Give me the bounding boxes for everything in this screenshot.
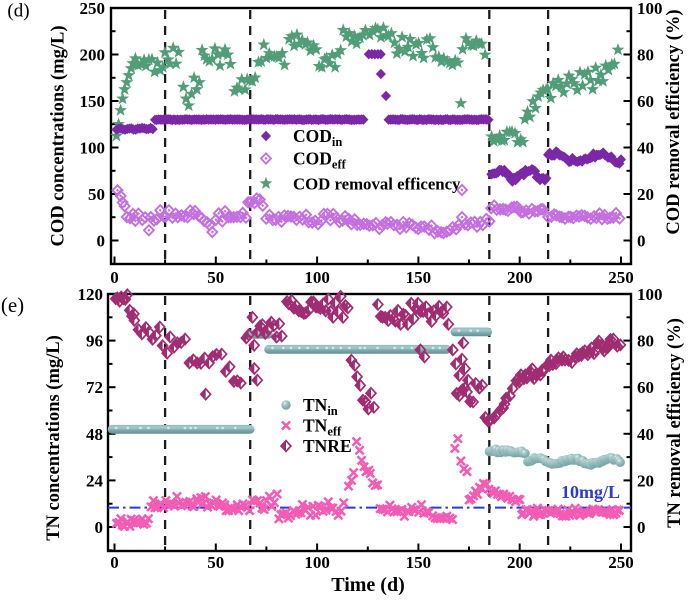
svg-text:(e): (e) bbox=[1, 293, 24, 317]
svg-text:200: 200 bbox=[80, 46, 106, 65]
svg-text:0: 0 bbox=[637, 232, 646, 251]
svg-text:250: 250 bbox=[608, 553, 634, 572]
svg-text:48: 48 bbox=[86, 425, 103, 444]
svg-text:150: 150 bbox=[80, 92, 106, 111]
svg-text:100: 100 bbox=[304, 268, 330, 287]
svg-text:TN concentrations (mg/L): TN concentrations (mg/L) bbox=[44, 335, 64, 541]
svg-text:0: 0 bbox=[637, 518, 646, 537]
svg-text:100: 100 bbox=[637, 0, 663, 18]
svg-text:50: 50 bbox=[88, 185, 105, 204]
svg-text:0: 0 bbox=[95, 518, 104, 537]
svg-text:CODin: CODin bbox=[293, 126, 342, 149]
svg-text:COD removal efficency: COD removal efficency bbox=[293, 175, 461, 194]
svg-text:250: 250 bbox=[80, 0, 106, 18]
svg-text:COD concentrations (mg/L): COD concentrations (mg/L) bbox=[49, 26, 69, 247]
svg-text:50: 50 bbox=[207, 553, 224, 572]
svg-text:250: 250 bbox=[608, 268, 634, 287]
svg-text:100: 100 bbox=[304, 553, 330, 572]
svg-text:72: 72 bbox=[86, 378, 103, 397]
svg-text:24: 24 bbox=[86, 471, 104, 490]
svg-text:100: 100 bbox=[80, 139, 106, 158]
svg-text:10mg/L: 10mg/L bbox=[561, 482, 620, 502]
svg-text:96: 96 bbox=[86, 332, 103, 351]
svg-text:COD removal efficiency (%): COD removal efficiency (%) bbox=[664, 9, 684, 234]
svg-text:80: 80 bbox=[637, 46, 654, 65]
svg-text:200: 200 bbox=[507, 268, 533, 287]
svg-text:60: 60 bbox=[637, 92, 654, 111]
svg-text:50: 50 bbox=[207, 268, 224, 287]
svg-text:200: 200 bbox=[507, 553, 533, 572]
svg-text:40: 40 bbox=[637, 139, 654, 158]
svg-text:60: 60 bbox=[637, 378, 654, 397]
svg-text:TN removal efficiency (%): TN removal efficiency (%) bbox=[665, 318, 685, 528]
svg-text:20: 20 bbox=[637, 471, 654, 490]
svg-text:20: 20 bbox=[637, 185, 654, 204]
svg-text:Time (d): Time (d) bbox=[331, 574, 405, 596]
svg-text:0: 0 bbox=[110, 553, 119, 572]
svg-text:150: 150 bbox=[406, 268, 432, 287]
svg-text:TNRE: TNRE bbox=[303, 436, 352, 456]
svg-text:100: 100 bbox=[637, 285, 663, 304]
svg-text:0: 0 bbox=[97, 232, 106, 251]
svg-text:80: 80 bbox=[637, 332, 654, 351]
svg-text:120: 120 bbox=[78, 285, 104, 304]
svg-text:0: 0 bbox=[110, 268, 119, 287]
svg-text:40: 40 bbox=[637, 425, 654, 444]
svg-text:(d): (d) bbox=[7, 1, 29, 22]
svg-text:150: 150 bbox=[406, 553, 432, 572]
